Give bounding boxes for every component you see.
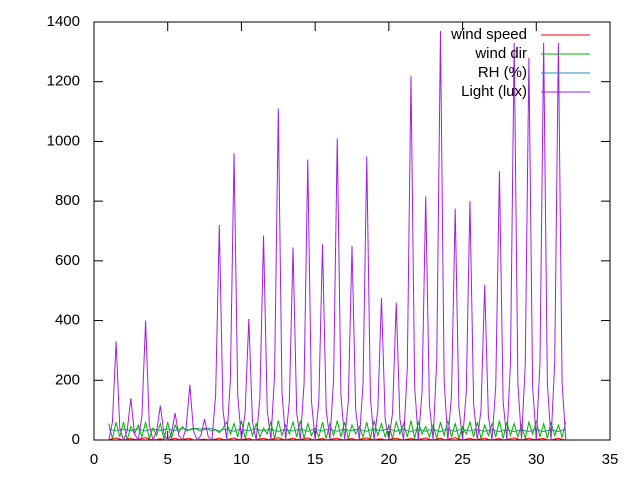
series-line bbox=[108, 437, 566, 441]
y-tick-label: 200 bbox=[55, 371, 80, 388]
legend-label: wind dir bbox=[474, 45, 527, 62]
x-tick-label: 5 bbox=[164, 451, 172, 468]
legend-label: wind speed bbox=[450, 26, 527, 43]
x-tick-label: 0 bbox=[90, 451, 98, 468]
y-tick-label: 0 bbox=[72, 431, 80, 448]
x-tick-label: 25 bbox=[454, 451, 471, 468]
legend-label: Light (lux) bbox=[461, 83, 527, 100]
x-tick-label: 35 bbox=[602, 451, 619, 468]
legend-label: RH (%) bbox=[478, 64, 527, 81]
y-tick-label: 1000 bbox=[47, 132, 80, 149]
y-tick-label: 1400 bbox=[47, 13, 80, 30]
x-tick-label: 20 bbox=[381, 451, 398, 468]
x-tick-label: 15 bbox=[307, 451, 324, 468]
y-tick-label: 800 bbox=[55, 192, 80, 209]
plot-frame bbox=[93, 21, 611, 441]
y-tick-label: 1200 bbox=[47, 73, 80, 90]
x-tick-label: 30 bbox=[528, 451, 545, 468]
series-line bbox=[108, 30, 567, 442]
y-tick-label: 400 bbox=[55, 312, 80, 329]
series-line bbox=[108, 420, 567, 441]
x-tick-label: 10 bbox=[233, 451, 250, 468]
y-tick-label: 600 bbox=[55, 252, 80, 269]
